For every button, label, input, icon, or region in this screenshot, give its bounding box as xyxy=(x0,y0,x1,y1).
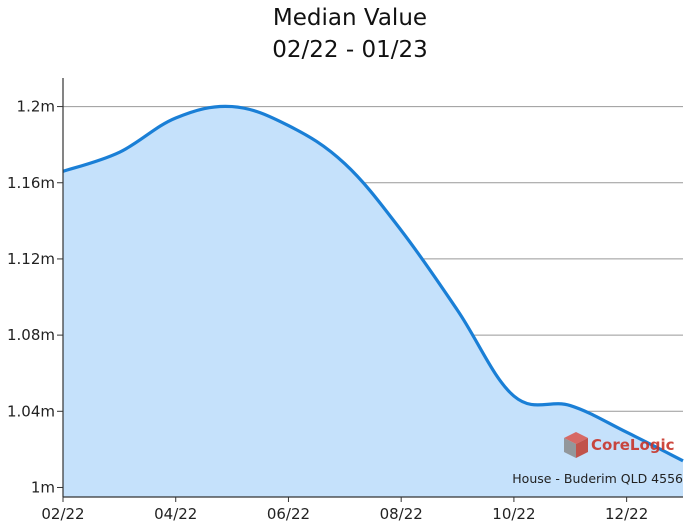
chart-subtitle: 02/22 - 01/23 xyxy=(272,37,428,63)
y-tick-label: 1m xyxy=(31,478,55,496)
corelogic-watermark: CoreLogic xyxy=(591,436,675,454)
y-tick-label: 1.08m xyxy=(7,326,55,344)
chart-footnote: House - Buderim QLD 4556 xyxy=(512,471,683,486)
x-axis-ticks: 02/22 04/22 06/22 08/22 10/22 12/22 xyxy=(41,497,648,521)
x-tick-label: 08/22 xyxy=(380,505,423,521)
axes xyxy=(62,78,683,498)
y-tick-label: 1.04m xyxy=(7,402,55,420)
x-tick-label: 06/22 xyxy=(267,505,310,521)
y-tick-label: 1.12m xyxy=(7,250,55,268)
x-tick-label: 02/22 xyxy=(41,505,84,521)
corelogic-cube-icon xyxy=(564,432,588,458)
y-tick-label: 1.2m xyxy=(17,98,55,116)
y-axis-ticks: 1m 1.04m 1.08m 1.12m 1.16m 1.2m xyxy=(7,98,63,496)
series-area-fill xyxy=(63,106,683,498)
x-tick-label: 10/22 xyxy=(492,505,535,521)
series-line xyxy=(62,104,684,463)
corelogic-logo: CoreLogic xyxy=(562,430,677,460)
x-tick-label: 04/22 xyxy=(154,505,197,521)
y-tick-label: 1.16m xyxy=(7,174,55,192)
chart-title: Median Value xyxy=(272,5,428,31)
x-tick-label: 12/22 xyxy=(605,505,648,521)
